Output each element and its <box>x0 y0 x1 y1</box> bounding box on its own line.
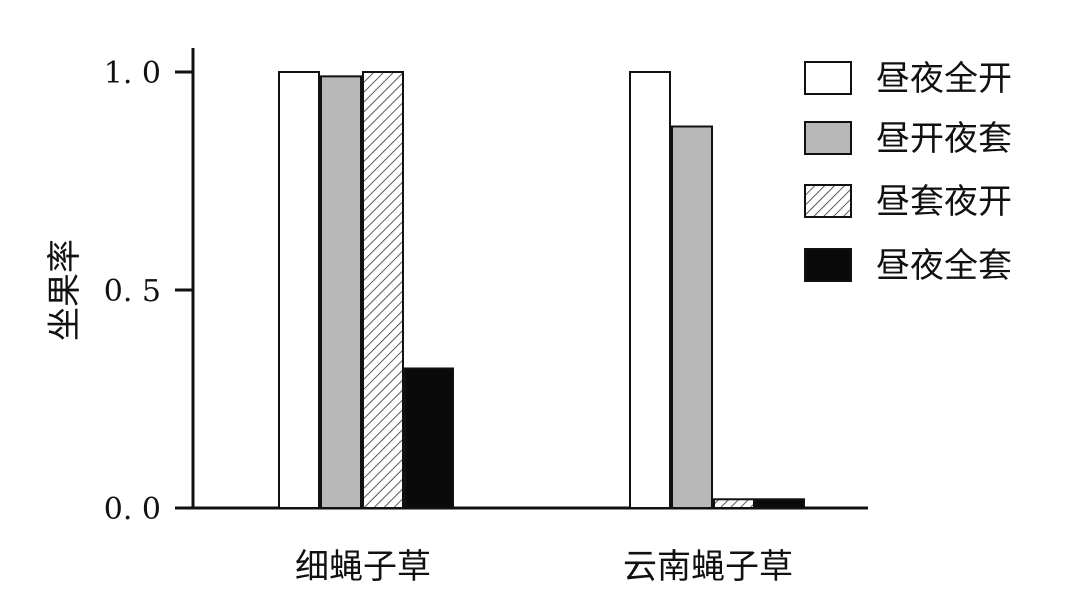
bar <box>404 367 454 510</box>
legend-label: 昼夜全开 <box>876 59 1012 99</box>
bar <box>362 71 404 509</box>
bar <box>320 75 362 510</box>
legend-swatch <box>804 248 852 282</box>
bars <box>278 71 805 510</box>
bar <box>671 125 713 509</box>
y-axis-label: 坐果率 <box>45 239 85 341</box>
legend-swatch <box>804 61 852 95</box>
legend-swatch <box>804 121 852 155</box>
legend-label: 昼开夜套 <box>876 119 1012 159</box>
category-label: 细蝇子草 <box>295 547 431 587</box>
bar <box>713 498 755 509</box>
y-tick-label: 1. 0 <box>104 56 161 91</box>
legend-label: 昼套夜开 <box>876 182 1012 222</box>
category-label: 云南蝇子草 <box>623 547 793 587</box>
legend-swatch <box>804 184 852 218</box>
bar <box>629 71 671 509</box>
category-labels: 细蝇子草 云南蝇子草 <box>295 547 793 587</box>
bar <box>278 71 320 509</box>
legend-label: 昼夜全套 <box>876 246 1012 286</box>
bar <box>755 498 805 509</box>
y-ticks: 0. 0 0. 5 1. 0 <box>104 56 193 527</box>
y-tick-label: 0. 5 <box>104 274 161 309</box>
y-tick-label: 0. 0 <box>104 492 161 527</box>
